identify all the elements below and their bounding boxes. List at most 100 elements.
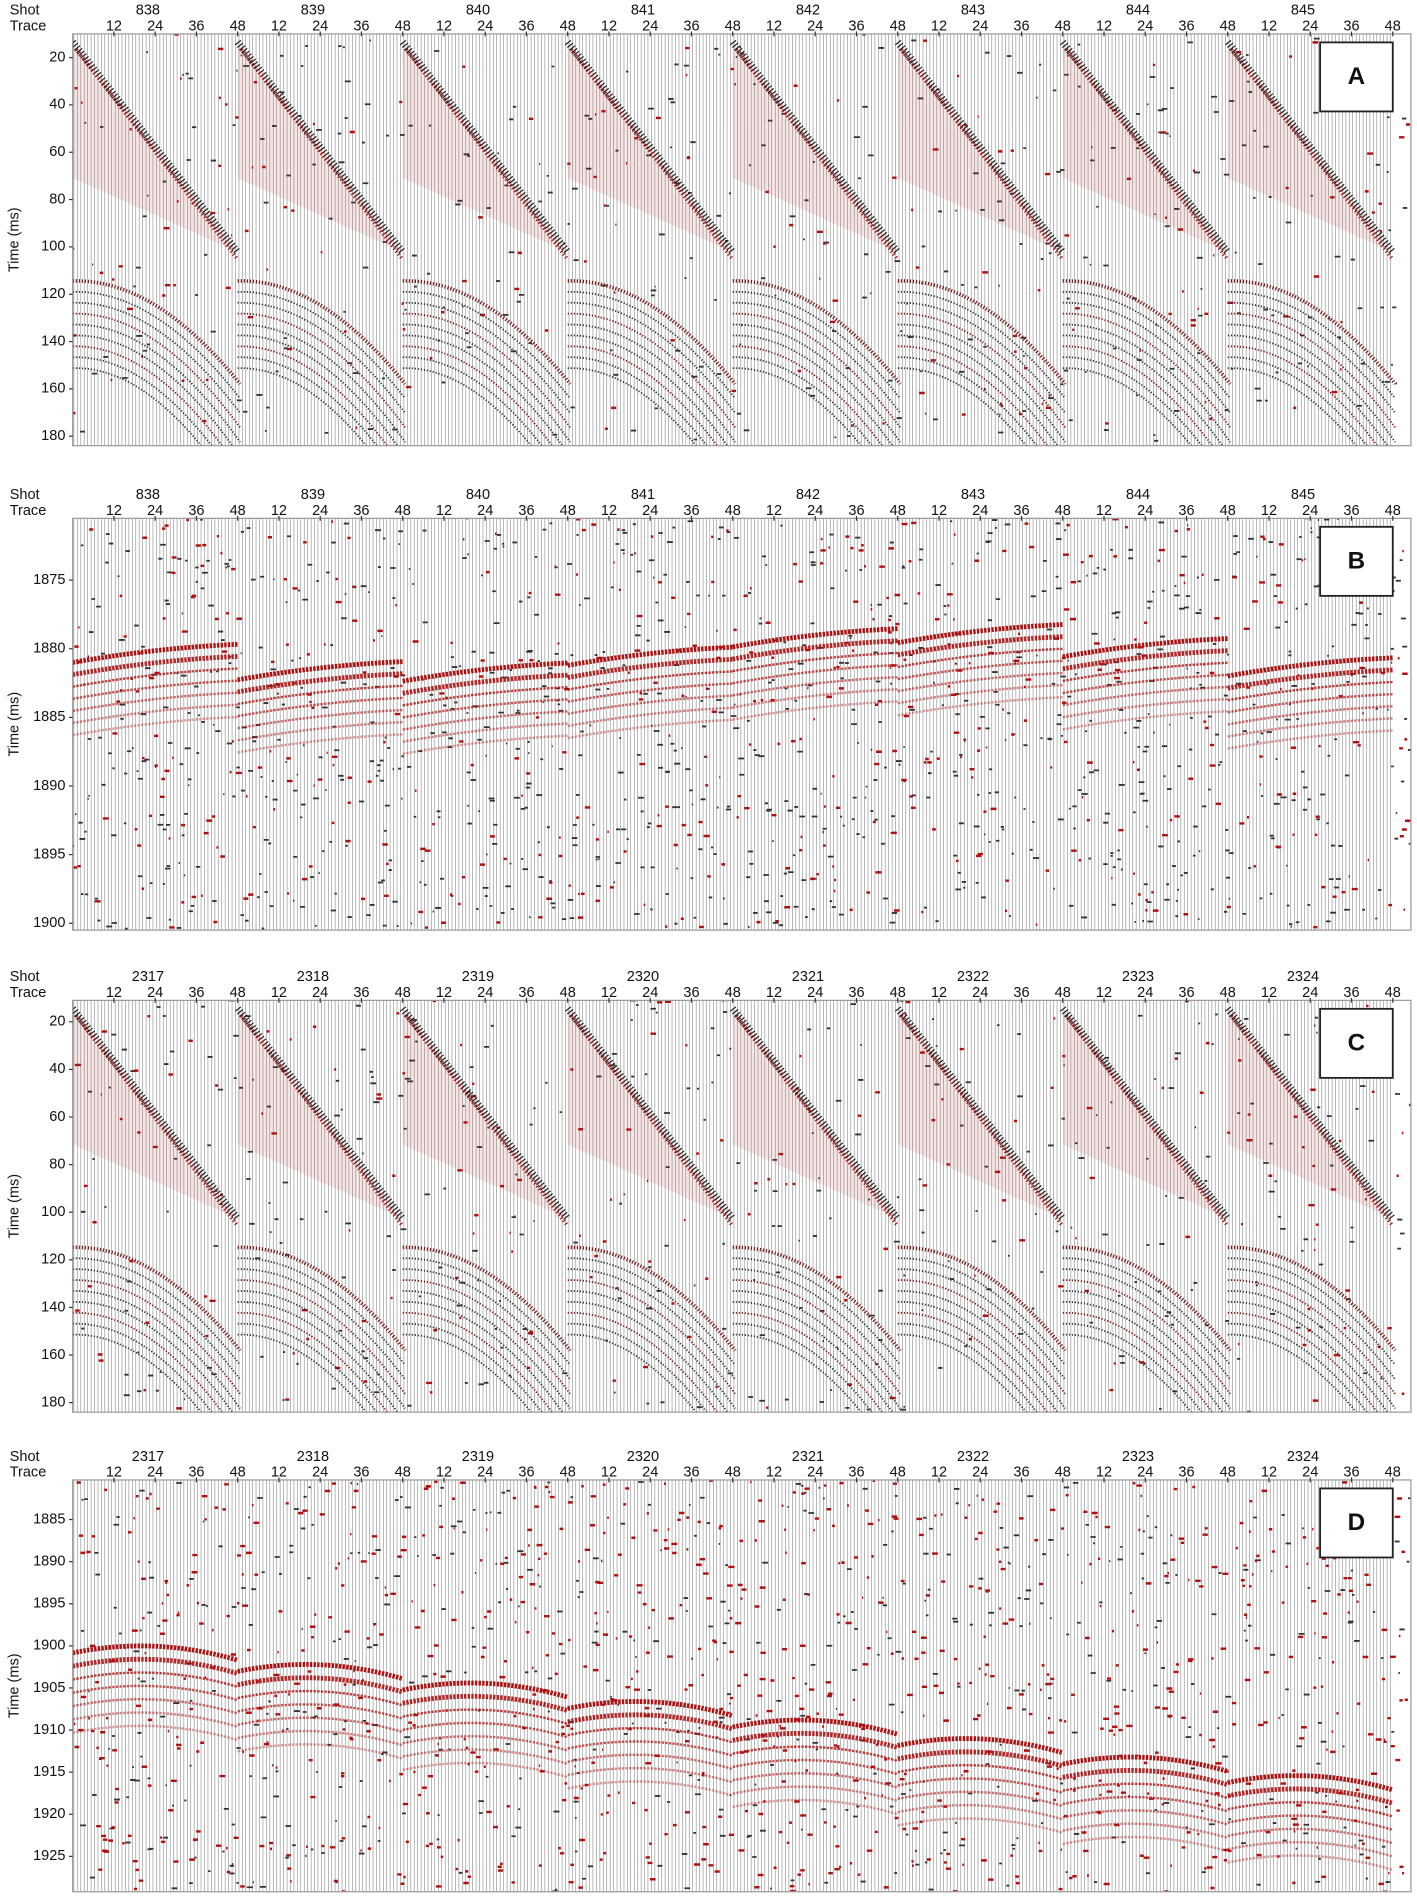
trace-header: Trace xyxy=(10,18,47,34)
event xyxy=(1062,661,1228,683)
reflection xyxy=(732,1268,901,1380)
trace-tick-label: 12 xyxy=(436,503,452,519)
event xyxy=(567,670,733,691)
event xyxy=(72,715,238,737)
trace-tick-label: 36 xyxy=(1343,18,1359,34)
reflection xyxy=(732,290,901,400)
shot-label: 2319 xyxy=(462,1449,494,1465)
noise xyxy=(72,33,1408,442)
trace-tick-label: 24 xyxy=(807,18,823,34)
event xyxy=(72,641,238,665)
event xyxy=(897,634,1063,658)
trace-tick-label: 12 xyxy=(271,503,287,519)
event xyxy=(402,1680,569,1700)
trace-tick-label: 24 xyxy=(477,1465,493,1481)
trace-tick-label: 48 xyxy=(725,503,741,519)
reflection xyxy=(1227,301,1396,414)
y-tick-label: 180 xyxy=(41,1394,65,1410)
event xyxy=(1062,673,1228,695)
first-arrival-red xyxy=(1229,48,1395,261)
trace-tick-label: 48 xyxy=(1220,985,1236,1001)
shot-label: 842 xyxy=(796,487,820,503)
reflection xyxy=(567,301,736,414)
event xyxy=(732,1730,899,1750)
trace-tick-label: 36 xyxy=(1178,503,1194,519)
first-arrival-halo xyxy=(402,42,568,253)
first-arrival-red xyxy=(239,1014,405,1227)
first-arrival-red xyxy=(404,48,570,261)
y-tick-label: 20 xyxy=(49,1014,65,1030)
plot-frame xyxy=(72,1479,1412,1893)
trace-tick-label: 12 xyxy=(601,503,617,519)
reflection xyxy=(72,312,241,429)
trace-tick-label: 12 xyxy=(1261,985,1277,1001)
event xyxy=(402,1748,569,1766)
event xyxy=(1062,1795,1229,1813)
event xyxy=(1062,1822,1229,1840)
shot-label: 839 xyxy=(301,3,325,19)
trace-tick-label: 12 xyxy=(106,18,122,34)
trace-tick-label: 48 xyxy=(1385,18,1401,34)
first-arrival-red xyxy=(569,1014,735,1227)
trace-tick-label: 24 xyxy=(1302,1465,1318,1481)
trace-tick-label: 36 xyxy=(1343,503,1359,519)
noise-red xyxy=(74,1000,1411,1410)
y-tick-label: 1910 xyxy=(33,1722,65,1738)
event xyxy=(897,647,1063,669)
trace-tick-label: 12 xyxy=(766,18,782,34)
trace-tick-label: 12 xyxy=(436,18,452,34)
reflection xyxy=(72,301,241,414)
reflection xyxy=(1062,1268,1231,1380)
y-tick-label: 1915 xyxy=(33,1764,65,1780)
event xyxy=(567,1780,734,1797)
y-tick-label: 100 xyxy=(41,239,65,255)
reflection xyxy=(567,1279,736,1395)
y-tick-label: 120 xyxy=(41,286,65,302)
y-tick-label: 60 xyxy=(49,144,65,160)
trace-tick-label: 36 xyxy=(1013,503,1029,519)
reflection xyxy=(897,279,1067,386)
first-arrival-red xyxy=(569,48,735,261)
event xyxy=(567,1726,734,1744)
trace-tick-label: 48 xyxy=(1055,985,1071,1001)
trace-tick-label: 24 xyxy=(807,503,823,519)
event xyxy=(1227,655,1393,679)
trace-tick-label: 24 xyxy=(1302,503,1318,519)
trace-tick-label: 36 xyxy=(518,503,534,519)
reflection xyxy=(897,312,1066,429)
reflection xyxy=(897,1245,1067,1352)
event xyxy=(567,694,733,716)
trace-tick-label: 24 xyxy=(972,503,988,519)
reflection xyxy=(1062,1257,1231,1366)
y-tick-label: 1895 xyxy=(33,1596,65,1612)
shot-label: 2317 xyxy=(132,1449,164,1465)
event xyxy=(1227,667,1393,691)
reflection xyxy=(567,279,737,386)
reflection xyxy=(237,1257,406,1366)
event xyxy=(567,656,733,680)
first-arrival-red xyxy=(74,48,240,261)
y-tick-label: 1920 xyxy=(33,1806,65,1822)
event xyxy=(897,1804,1064,1821)
event xyxy=(732,688,898,709)
reflection xyxy=(1227,1245,1397,1352)
event xyxy=(237,733,403,754)
event xyxy=(1062,1782,1229,1800)
first-arrival-red xyxy=(734,48,900,261)
y-axis-label: Time (ms) xyxy=(6,1174,22,1239)
trace-tick-label: 24 xyxy=(312,985,328,1001)
trace-tick-label: 24 xyxy=(477,985,493,1001)
trace-tick-label: 36 xyxy=(683,503,699,519)
event xyxy=(1227,729,1393,750)
event xyxy=(732,1717,899,1737)
event xyxy=(732,1745,899,1763)
first-arrival xyxy=(1059,39,1231,255)
shot-label: 2318 xyxy=(297,969,329,985)
shot-label: 2321 xyxy=(792,969,824,985)
trace-tick-label: 12 xyxy=(436,985,452,1001)
trace-tick-label: 36 xyxy=(518,18,534,34)
trace-tick-label: 36 xyxy=(1013,985,1029,1001)
event xyxy=(897,1749,1064,1769)
first-arrival-halo xyxy=(897,1008,1063,1219)
trace-tick-label: 36 xyxy=(188,503,204,519)
